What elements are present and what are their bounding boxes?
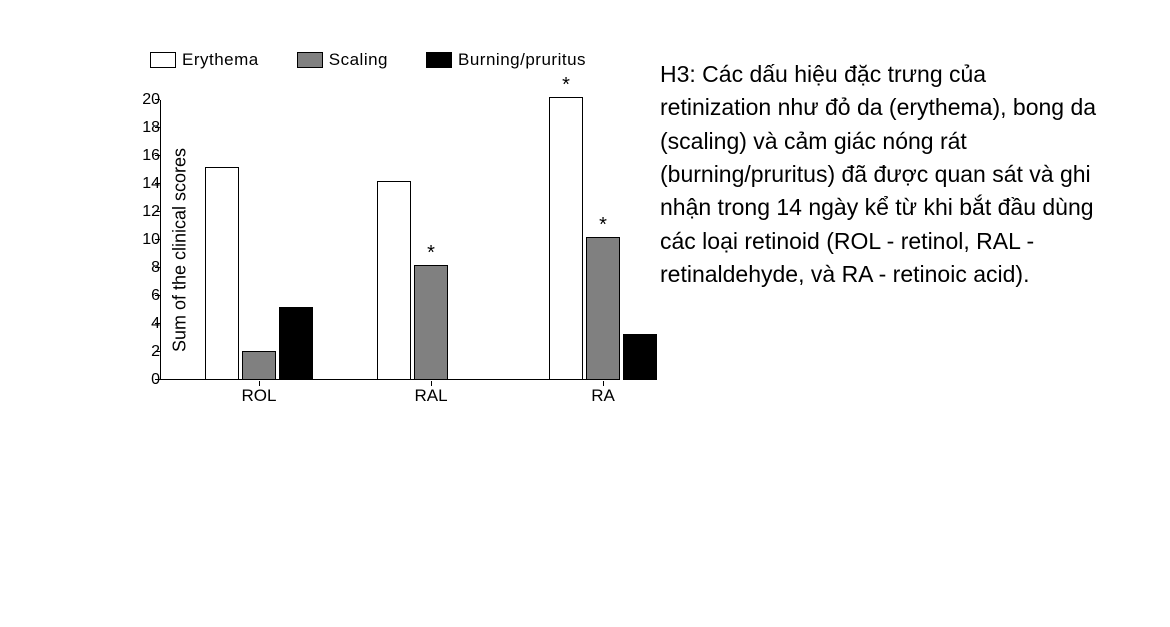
significance-star: * <box>562 74 570 97</box>
bar: * <box>586 237 620 380</box>
legend-label: Erythema <box>182 50 259 70</box>
y-tick-label: 14 <box>130 175 160 193</box>
legend-label: Scaling <box>329 50 388 70</box>
bar <box>279 307 313 380</box>
y-tick-mark <box>155 183 160 184</box>
bar-group: ** <box>549 97 657 380</box>
y-tick-label: 0 <box>130 371 160 389</box>
y-tick-mark <box>155 99 160 100</box>
significance-star: * <box>599 214 607 237</box>
y-tick-mark <box>155 323 160 324</box>
legend: Erythema Scaling Burning/pruritus <box>150 50 620 70</box>
legend-item: Burning/pruritus <box>426 50 586 70</box>
x-tick-mark <box>431 381 432 386</box>
x-tick-label: RAL <box>414 386 447 406</box>
bar <box>377 181 411 380</box>
y-tick-mark <box>155 295 160 296</box>
x-tick-mark <box>259 381 260 386</box>
legend-label: Burning/pruritus <box>458 50 586 70</box>
legend-swatch <box>150 52 176 68</box>
figure-container: ErythemaScalingBurning/pruritus Sum of t… <box>0 0 1170 440</box>
significance-star: * <box>427 242 435 265</box>
legend-item: Scaling <box>297 50 388 70</box>
y-tick-label: 18 <box>130 119 160 137</box>
y-tick-mark <box>155 351 160 352</box>
bar <box>242 351 276 380</box>
bar: * <box>414 265 448 380</box>
y-tick-label: 16 <box>130 147 160 165</box>
y-tick-label: 2 <box>130 343 160 361</box>
y-tick-mark <box>155 379 160 380</box>
y-tick-mark <box>155 155 160 156</box>
y-tick-mark <box>155 211 160 212</box>
x-tick-label: RA <box>591 386 615 406</box>
chart-panel: ErythemaScalingBurning/pruritus Sum of t… <box>60 50 620 400</box>
bar-group: * <box>377 181 485 380</box>
y-tick-label: 4 <box>130 315 160 333</box>
bar-group <box>205 167 313 380</box>
x-tick-label: ROL <box>242 386 277 406</box>
figure-caption: H3: Các dấu hiệu đặc trưng của retinizat… <box>660 50 1100 291</box>
y-tick-label: 20 <box>130 91 160 109</box>
legend-item: Erythema <box>150 50 259 70</box>
y-tick-label: 6 <box>130 287 160 305</box>
legend-swatch <box>297 52 323 68</box>
bar: * <box>549 97 583 380</box>
bars-region: *** <box>160 100 610 380</box>
bar <box>205 167 239 380</box>
y-tick-label: 8 <box>130 259 160 277</box>
y-tick-mark <box>155 267 160 268</box>
bar <box>623 334 657 380</box>
y-tick-mark <box>155 127 160 128</box>
plot-area: Sum of the clinical scores *** 024681012… <box>130 100 610 400</box>
legend-swatch <box>426 52 452 68</box>
y-tick-mark <box>155 239 160 240</box>
y-tick-label: 10 <box>130 231 160 249</box>
x-tick-mark <box>603 381 604 386</box>
y-tick-label: 12 <box>130 203 160 221</box>
